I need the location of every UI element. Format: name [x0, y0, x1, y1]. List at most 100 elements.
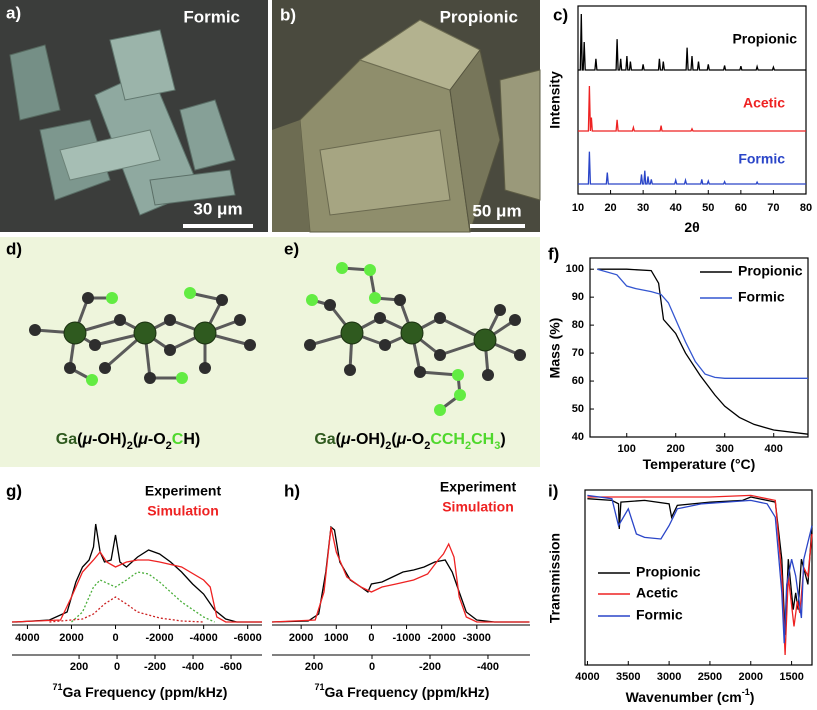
- x-axis-label: 71Ga Frequency (ppm/kHz): [315, 682, 490, 699]
- formula-tspan: -OH): [92, 431, 127, 448]
- molecule-e-g-circle: [514, 349, 526, 361]
- sem-image-a-polygon: [149, 169, 236, 206]
- molecule-d-g-circle: [176, 372, 188, 384]
- molecule-d-g: [86, 287, 196, 386]
- x2-tick-label: -600: [220, 661, 242, 673]
- molecule-e-g-circle: [344, 364, 356, 376]
- x-tick-label: 60: [735, 202, 747, 214]
- formula-tspan: C: [172, 431, 184, 448]
- x2-tick-label: 0: [114, 661, 120, 673]
- molecule-d-g-circle: [164, 344, 176, 356]
- x-axis-label-sup: 71: [315, 682, 325, 692]
- molecule-d-g-circle: [244, 339, 256, 351]
- molecule-e-g-circle: [452, 369, 464, 381]
- sem-image-a-polygon: [59, 129, 161, 181]
- molecule-d-g-circle: [199, 362, 211, 374]
- molecule-e-g: [306, 262, 466, 416]
- formula-tspan: 2: [465, 440, 471, 452]
- formula-tspan: μ: [396, 431, 407, 448]
- x-tick-label: 100: [618, 443, 636, 455]
- plot-frame: [589, 257, 809, 438]
- panel-label: e): [284, 239, 299, 258]
- x-axis-label-text: Wavenumber (cm: [626, 689, 742, 705]
- formula-tspan: 2: [127, 440, 133, 452]
- legend-label: Formic: [738, 289, 785, 305]
- x-tick-label: 4000: [15, 632, 39, 644]
- sem-image-b-polygon: [319, 129, 451, 216]
- molecule-d-g-circle: [99, 362, 111, 374]
- legend-label: Formic: [738, 151, 785, 167]
- panel-title: Propionic: [440, 7, 518, 26]
- molecule-d-g-circle: [184, 287, 196, 299]
- x-tick-label: 80: [800, 202, 812, 214]
- x2-tick-label: -400: [477, 661, 499, 673]
- molecule-e-g-circle: [306, 294, 318, 306]
- plot-frame: [577, 5, 807, 195]
- series-line: [587, 496, 813, 635]
- molecule-d-g-circle: [89, 339, 101, 351]
- panel-label: d): [6, 239, 22, 258]
- series-line: [12, 523, 262, 623]
- x-axis-label: 71Ga Frequency (ppm/kHz): [53, 682, 228, 699]
- formula-tspan: -O: [406, 431, 424, 448]
- series-line: [271, 525, 530, 623]
- molecule-d-g-circle: [106, 292, 118, 304]
- sem-image-b-polygon: [449, 48, 501, 233]
- x2-tick-label: -200: [419, 661, 441, 673]
- formula-tspan: H): [183, 431, 200, 448]
- sem-image-a-rect: [183, 224, 253, 228]
- molecule-d-g-circle: [29, 324, 41, 336]
- legend-label: Acetic: [636, 585, 678, 601]
- sem-image-a: [0, 0, 268, 232]
- y-axis-label: Mass (%): [547, 318, 563, 379]
- molecule-e-g-circle: [336, 262, 348, 274]
- formula-tspan: -OH): [351, 431, 386, 448]
- molecule-e-g-circle: [494, 304, 506, 316]
- x-axis-label-end: ): [750, 689, 755, 705]
- panel-label: b): [280, 5, 296, 24]
- molecule-e-g-circle: [379, 339, 391, 351]
- x-axis-label-sup: 71: [53, 682, 63, 692]
- series-line: [597, 268, 808, 379]
- molecule-e-g: [304, 294, 526, 381]
- formula-tspan: Ga: [314, 431, 335, 448]
- legend-label: Formic: [636, 607, 683, 623]
- y-tick-label: 100: [566, 263, 584, 275]
- x-tick-label: 10: [572, 202, 584, 214]
- formula: Ga(μ-OH)2(μ-O2CH): [56, 431, 200, 452]
- formula-tspan: μ: [81, 431, 92, 448]
- legend-label: Simulation: [147, 503, 219, 519]
- scale-bar-label: 30 μm: [193, 199, 242, 218]
- molecule-d-g-circle: [234, 314, 246, 326]
- series-line: [11, 550, 262, 623]
- series-line: [578, 85, 806, 132]
- molecule-d-g-circle: [144, 372, 156, 384]
- molecule-d-g: [63, 321, 217, 345]
- molecule-e-g-circle: [364, 264, 376, 276]
- x-tick-label: 2000: [289, 632, 313, 644]
- formula-tspan: CCH: [430, 431, 465, 448]
- sem-image-b: [272, 0, 541, 233]
- molecule-e-g-line: [419, 370, 459, 377]
- y-axis-label: Intensity: [547, 71, 563, 129]
- x-tick-label: 2500: [698, 671, 722, 683]
- series-line: [578, 151, 806, 185]
- x-tick-label: 50: [702, 202, 714, 214]
- molecule-d-g-circle: [216, 294, 228, 306]
- formula-tspan: -O: [148, 431, 166, 448]
- x-tick-label: 300: [716, 443, 734, 455]
- x-tick-label: -2000: [428, 632, 456, 644]
- legend-label: Acetic: [743, 95, 785, 111]
- x-tick-label: 3000: [657, 671, 681, 683]
- x2-tick-label: 200: [305, 661, 323, 673]
- series-line: [71, 571, 215, 623]
- panel-label: a): [6, 3, 21, 22]
- x-tick-label: -3000: [463, 632, 491, 644]
- formula-tspan: (: [133, 431, 139, 448]
- x2-tick-label: -400: [182, 661, 204, 673]
- scale-bar-label: 50 μm: [472, 201, 521, 220]
- x-axis-label-text: 2θ: [684, 219, 699, 235]
- formula-tspan: 2: [166, 440, 172, 452]
- x-tick-label: 1500: [779, 671, 803, 683]
